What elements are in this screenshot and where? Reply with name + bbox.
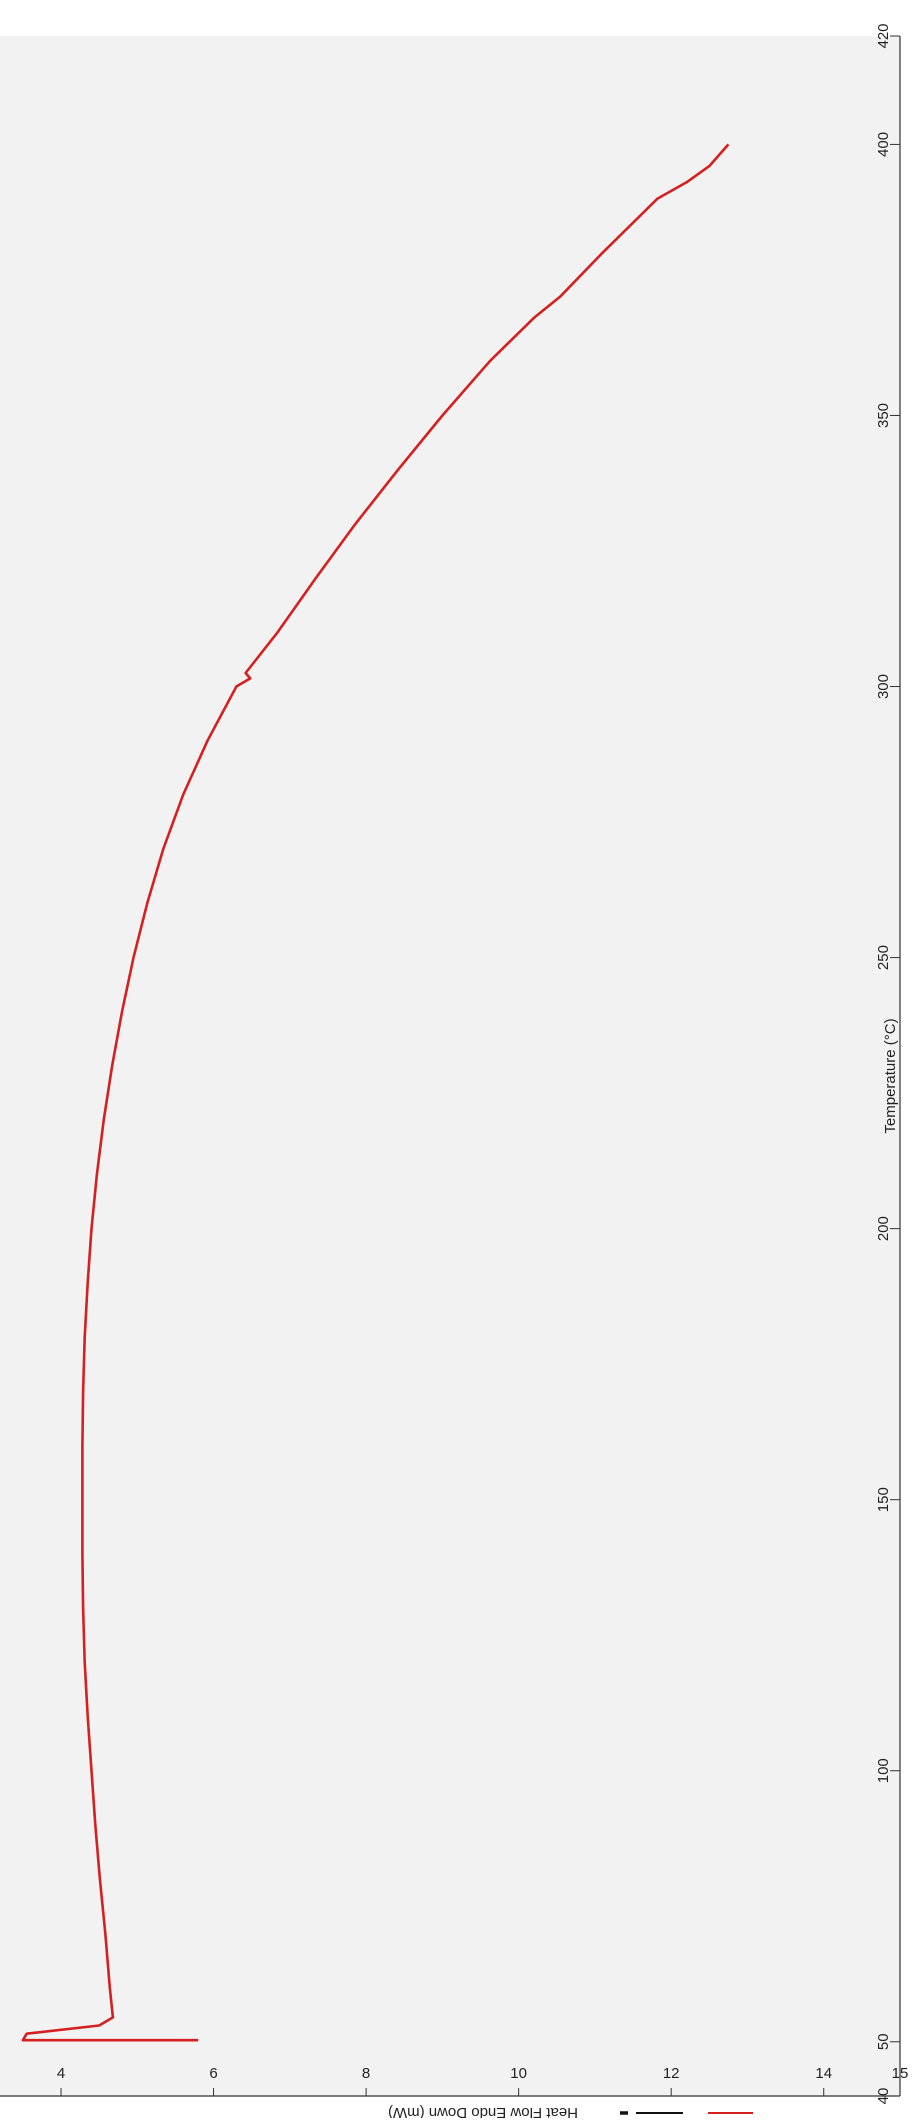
y-tick-label: 14 bbox=[815, 2065, 832, 2082]
y-tick-label: 12 bbox=[663, 2065, 680, 2082]
x-tick-label: 400 bbox=[875, 132, 892, 157]
y-tick-label: 15 bbox=[892, 2065, 909, 2082]
x-tick-label: 200 bbox=[875, 1216, 892, 1241]
x-axis-ticks: 40 50 100 150 200 250 300 350 400 420 bbox=[875, 23, 900, 2104]
y-tick-label: 8 bbox=[362, 2065, 370, 2082]
x-axis-label: Temperature (°C) bbox=[882, 1018, 899, 1133]
x-tick-label: 50 bbox=[875, 2033, 892, 2050]
x-tick-label: 420 bbox=[875, 23, 892, 48]
rotated-chart-group: 40 50 100 150 200 250 300 350 400 420 4 6 8 10 12 14 15… bbox=[0, 23, 908, 2104]
plot-area bbox=[0, 36, 900, 2096]
y-axis-ticks: 4 6 8 10 12 14 15 bbox=[57, 2065, 908, 2096]
x-tick-label: 150 bbox=[875, 1487, 892, 1512]
y-tick-label: 6 bbox=[209, 2065, 217, 2082]
x-tick-label: 350 bbox=[875, 403, 892, 428]
x-tick-label: 40 bbox=[875, 2088, 892, 2105]
x-tick-label: 300 bbox=[875, 674, 892, 699]
legend-group: Heat Flow Endo Down (mW) bbox=[388, 2104, 753, 2121]
heat-flow-series-line bbox=[21, 143, 730, 2042]
x-tick-label: 250 bbox=[875, 945, 892, 970]
y-tick-label: 4 bbox=[57, 2065, 65, 2082]
y-axis-label: Heat Flow Endo Down (mW) bbox=[388, 2104, 578, 2118]
x-tick-label: 100 bbox=[875, 1758, 892, 1783]
y-tick-label: 10 bbox=[510, 2065, 527, 2082]
